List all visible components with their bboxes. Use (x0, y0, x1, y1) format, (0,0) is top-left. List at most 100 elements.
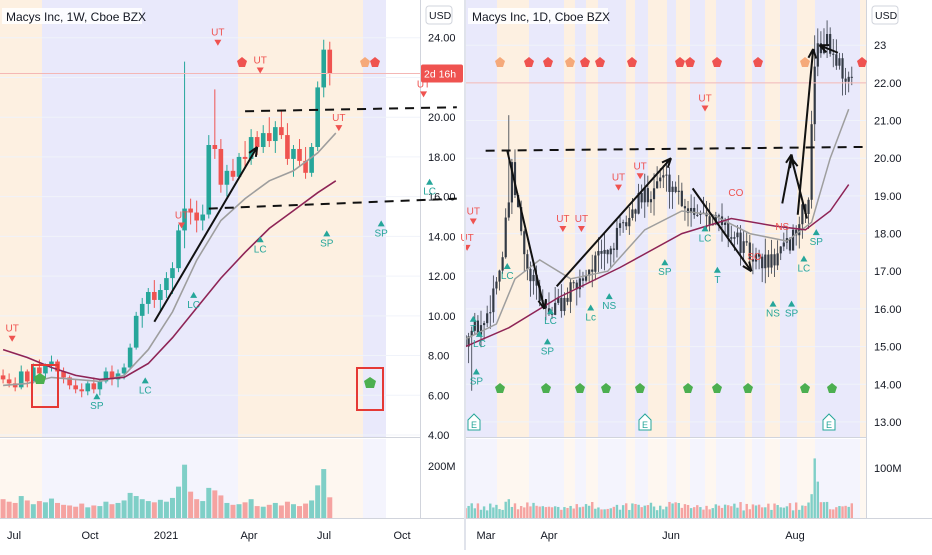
volume-bar (218, 495, 224, 518)
volume-bar (794, 502, 798, 518)
signal-label: T (714, 275, 720, 286)
volume-bar (693, 507, 696, 518)
volume-bar (696, 505, 699, 518)
currency-button[interactable] (425, 5, 453, 25)
candle-body (603, 249, 606, 254)
signal-marker-up (472, 368, 480, 375)
volume-bar (109, 504, 115, 518)
candle-body (733, 237, 736, 239)
candle-body (717, 215, 721, 217)
volume-bar (810, 494, 813, 518)
candle-body (12, 383, 18, 388)
session-band-volume (765, 439, 780, 518)
volume-bar (504, 501, 507, 518)
candle-body (779, 246, 782, 254)
price-tick-label: 23 (874, 40, 886, 52)
volume-bar (791, 510, 795, 518)
signal-label: SO (747, 252, 762, 263)
volume-bar (584, 504, 588, 518)
volume-bar (628, 509, 631, 518)
candle-body (671, 186, 674, 193)
volume-bar (501, 509, 504, 518)
pentagon-marker (524, 57, 534, 67)
session-band (575, 0, 586, 437)
price-tick-label: 12.00 (428, 271, 456, 283)
candle-body (649, 199, 653, 203)
pentagon-marker (565, 57, 575, 67)
highlight-box (356, 367, 384, 411)
price-tag-bg (421, 64, 463, 83)
candle-body (37, 367, 42, 374)
pentagon-marker (857, 57, 867, 67)
pentagon-marker (360, 57, 370, 67)
price-tick-label: 14.00 (874, 379, 902, 391)
price-tick-label: 10.00 (428, 311, 456, 323)
volume-bar (736, 507, 739, 518)
signal-marker-up (713, 266, 721, 273)
volume-bar (24, 500, 30, 518)
session-band (676, 0, 690, 437)
signal-label: NS (775, 222, 789, 233)
pentagon-marker (800, 383, 810, 393)
pentagon-marker (685, 57, 695, 67)
candle-body (832, 53, 835, 55)
signal-label: Lc (585, 312, 596, 323)
candle-body (662, 175, 665, 178)
volume-bar (467, 505, 470, 518)
candle-body (665, 174, 668, 176)
volume-bar (55, 502, 61, 518)
candle-body (43, 365, 48, 374)
signal-label: UT (467, 207, 480, 218)
candle-body (248, 137, 254, 159)
candle-body (486, 313, 489, 324)
volume-bar (538, 506, 541, 518)
volume-bar (822, 502, 826, 518)
signal-marker-up (141, 377, 149, 384)
volume-bar (606, 508, 609, 518)
volume-bar (541, 506, 544, 518)
volume-bar (139, 499, 145, 518)
signal-label: UT (698, 93, 711, 104)
moving-average-long (465, 184, 850, 348)
candle-body (748, 242, 751, 260)
candle-body (810, 124, 813, 200)
trend-arrow (818, 44, 839, 54)
candle-body (236, 156, 242, 177)
candle-body (266, 133, 272, 142)
volume-bar (182, 464, 188, 518)
candle-body (470, 330, 473, 337)
volume-bar (609, 508, 612, 518)
candle-body (218, 148, 224, 185)
volume-bar (776, 505, 779, 518)
candle-body (829, 33, 832, 54)
signal-label: SP (90, 401, 104, 412)
candle-body (643, 188, 646, 203)
candle-body (230, 170, 236, 177)
pentagon-marker (753, 57, 763, 67)
support-resistance-line (245, 106, 457, 113)
candle-body (727, 222, 730, 238)
volume-bar (188, 491, 194, 518)
signal-marker-down (469, 218, 477, 225)
volume-bar (634, 503, 637, 518)
candle-body (816, 43, 819, 67)
volume-bar (578, 507, 582, 518)
signal-label: UT (575, 214, 588, 225)
signal-label: UT (460, 233, 473, 244)
volume-bar (767, 503, 770, 518)
signal-marker-up (503, 263, 511, 270)
currency-button[interactable] (871, 5, 899, 25)
signal-label: UT (633, 161, 646, 172)
pentagon-marker (627, 57, 637, 67)
signal-marker-up (800, 255, 808, 262)
volume-bar (733, 503, 736, 518)
candle-body (850, 76, 853, 78)
signal-label: UT (175, 210, 188, 221)
candle-body (791, 229, 795, 251)
volume-bar (773, 503, 776, 518)
candle-body (637, 192, 640, 214)
signal-marker-down (577, 226, 585, 233)
candle-body (674, 186, 677, 192)
session-band (765, 0, 780, 437)
session-band-volume (497, 439, 529, 518)
